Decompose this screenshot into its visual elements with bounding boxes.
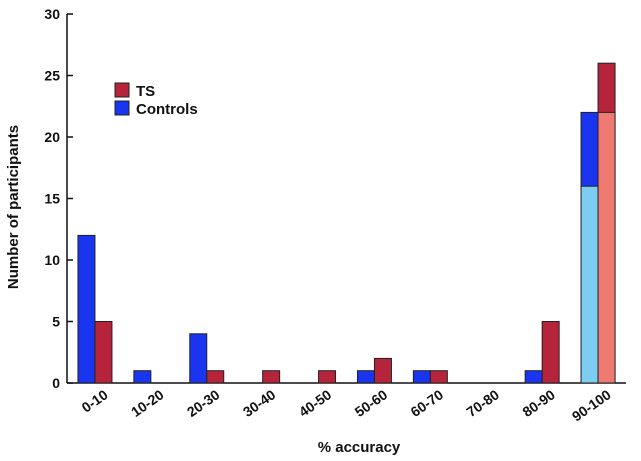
bar-ts-40-50	[318, 370, 337, 384]
bar-controls-50-60	[356, 370, 375, 384]
x-tick-label: 50-60	[352, 386, 391, 420]
bar-ts-20-30	[206, 370, 225, 384]
y-tick-label: 15	[44, 191, 60, 207]
bar-controls-80-90	[524, 370, 543, 384]
y-tick-label: 25	[44, 68, 60, 84]
bar-ts-0-10	[94, 321, 113, 384]
bar-controls-60-70	[412, 370, 431, 384]
bar-controls-20-30	[189, 333, 208, 384]
bar-segment-controls-90-100	[580, 185, 599, 384]
bar-ts-50-60	[373, 357, 392, 384]
x-tick-label: 80-90	[519, 386, 558, 420]
x-tick-label: 30-40	[240, 386, 279, 420]
x-tick-label: 20-30	[184, 386, 223, 420]
legend: TS Controls	[114, 82, 198, 118]
y-tick-label: 10	[44, 252, 60, 268]
y-tick-label: 5	[52, 314, 60, 330]
bar-segment-ts-90-100	[597, 111, 616, 384]
x-axis-title: % accuracy	[318, 439, 401, 456]
x-tick-label: 10-20	[128, 386, 167, 420]
y-axis-title: Number of participants	[5, 125, 22, 289]
legend-swatch-controls	[114, 100, 130, 116]
x-axis: 0-10 10-20 20-30 30-40 40-50 50-60 60-70 70-80 8…	[67, 382, 626, 424]
legend-swatch-ts	[114, 82, 130, 98]
bar-controls-0-10	[77, 234, 96, 384]
x-tick-label: 70-80	[463, 386, 502, 420]
x-tick-label: 90-100	[569, 386, 614, 424]
bars	[77, 62, 616, 384]
bar-ts-30-40	[262, 370, 281, 384]
legend-label-ts: TS	[136, 83, 155, 100]
bar-controls-10-20	[133, 370, 152, 384]
y-tick-label: 30	[44, 6, 60, 22]
y-tick-label: 0	[52, 375, 60, 391]
x-tick-label: 0-10	[79, 386, 111, 415]
y-tick-label: 20	[44, 129, 60, 145]
bar-ts-80-90	[541, 321, 560, 384]
legend-label-controls: Controls	[136, 101, 198, 118]
bar-ts-60-70	[429, 370, 448, 384]
y-axis: 0 5 10 15 20 25 30	[44, 6, 73, 391]
x-tick-label: 40-50	[296, 386, 335, 420]
x-tick-label: 60-70	[408, 386, 447, 420]
